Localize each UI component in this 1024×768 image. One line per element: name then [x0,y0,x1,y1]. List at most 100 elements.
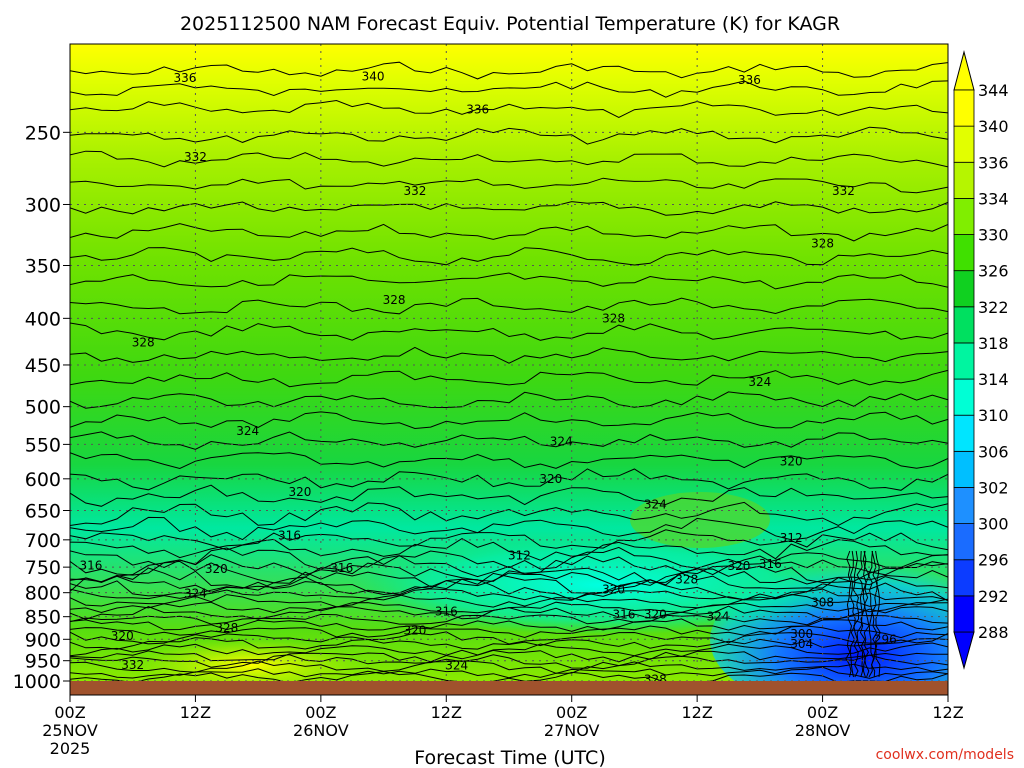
contour-line [70,468,948,491]
contour-line [70,642,948,657]
contour-line [849,550,856,678]
colorbar-swatch [953,161,975,199]
contour-label: 324 [550,434,573,448]
colorbar-swatch [953,414,975,452]
contour-label: 328 [383,293,406,307]
colorbar-swatch [953,306,975,344]
colorbar-swatch [953,487,975,525]
colorbar-level-label: 314 [978,370,1009,389]
contour-label: 328 [602,311,625,325]
contour-label: 320 [205,562,228,576]
contour-label: 312 [780,531,803,545]
colorbar-level-label: 336 [978,153,1009,172]
contour-line [70,201,948,216]
contour-label: 320 [727,559,750,573]
colorbar-level-label: 340 [978,117,1009,136]
colorbar-level-label: 334 [978,189,1009,208]
colorbar-level-label: 306 [978,442,1009,461]
contour-label: 328 [675,573,698,587]
x-tick-label: 00Z [556,703,587,722]
plot-frame [69,43,949,696]
x-tick-label: 27NOV [544,721,600,740]
contour-label: 312 [508,548,531,562]
contour-label: 324 [644,497,667,511]
colorbar-swatch [953,342,975,380]
colorbar-level-label: 326 [978,262,1009,281]
contour-label: 316 [759,557,782,571]
contour-line [70,560,948,584]
colorbar-swatch [953,523,975,561]
contour-label: 324 [236,424,259,438]
colorbar-level-label: 300 [978,515,1009,534]
contour-line [70,452,948,470]
contour-line [70,484,948,507]
contour-label: 316 [330,561,353,575]
x-tick-label: 12Z [681,703,712,722]
contour-line [70,126,948,145]
low-level-moist-band [350,535,850,635]
plot-area: 340 336 336 336 332 332 332 328 328 328 328 324 324 3… [70,44,948,686]
contour-label: 316 [613,607,636,621]
contour-line [70,654,948,669]
x-tick-label: 26NOV [293,721,349,740]
contour-line [70,346,948,364]
contour-label: 328 [811,236,834,250]
colorbar-swatch [953,197,975,235]
contour-line [70,637,948,650]
colorbar-min-arrow [953,631,975,670]
contour-line [70,272,948,290]
contour-label: 324 [707,610,730,624]
y-tick-label: 400 [25,308,61,330]
y-tick-label: 550 [25,434,61,456]
contour-line [70,223,948,242]
x-tick-label: 00Z [305,703,336,722]
contour-line [70,516,948,541]
contour-line [70,538,948,561]
contour-label: 324 [445,659,468,673]
chart-title: 2025112500 NAM Forecast Equiv. Potential… [180,13,840,35]
colorbar-level-label: 310 [978,406,1009,425]
contour-label: 336 [466,103,489,117]
contour-label: 332 [121,658,144,672]
y-tick-label: 950 [25,651,61,673]
colorbar-level-label: 288 [978,623,1009,642]
y-tick-label: 350 [25,255,61,277]
contour-line [70,546,948,570]
y-tick-label: 850 [25,607,61,629]
contour-label: 324 [748,375,771,389]
x-tick-label: 12Z [431,703,462,722]
colorbar-swatch [953,559,975,597]
contour-line [870,550,878,678]
contour-line [852,550,860,678]
colorbar-swatch [953,595,975,633]
colorbar-swatch [953,270,975,308]
colorbar-swatch [953,450,975,488]
contour-label: 328 [215,621,238,635]
contour-line [70,593,948,609]
contour-line [70,578,948,602]
contour-line [70,605,948,620]
y-tick-label: 600 [25,469,61,491]
colorbar: 288 292 296 300 302 306 310 314 318 322 326 330 334 3… [953,50,1009,670]
contour-label: 336 [174,71,197,85]
colorbar-level-label: 318 [978,334,1009,353]
x-tick-label: 00Z [54,703,85,722]
contour-label: 320 [539,472,562,486]
contour-line [70,391,948,409]
colorbar-level-label: 330 [978,226,1009,245]
y-tick-label: 750 [25,557,61,579]
y-axis: 2503003504004505005506006507007508008509… [13,122,70,693]
y-tick-label: 450 [25,355,61,377]
mid-level-plume [630,492,770,548]
contour-line [70,613,948,626]
contour-line [70,177,948,194]
contour-line [70,80,948,98]
contour-label: 332 [832,184,855,198]
contour-line [874,550,881,678]
contour-label: 340 [362,69,385,83]
contour-line [859,550,867,678]
contour-label: 328 [644,672,667,686]
contour-line [70,572,948,596]
contour-label: 320 [602,583,625,597]
